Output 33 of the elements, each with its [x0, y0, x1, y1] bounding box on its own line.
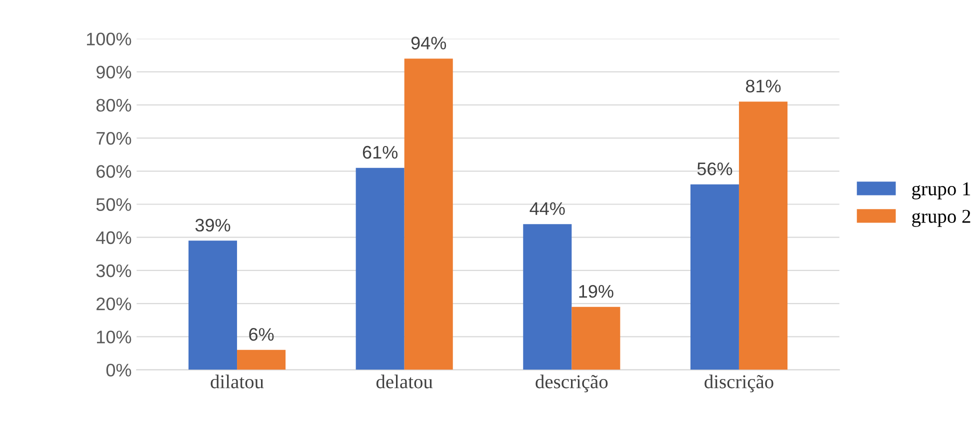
y-tick-label: 60%: [96, 165, 132, 178]
y-tick-label: 70%: [96, 132, 132, 145]
bar: [738, 102, 788, 370]
y-tick-label: 100%: [86, 32, 132, 46]
y-tick-label: 30%: [96, 264, 132, 278]
y-tick-label: 90%: [96, 66, 132, 79]
bar: [523, 224, 572, 370]
bar: [237, 350, 286, 370]
y-tick-label: 80%: [96, 98, 132, 112]
x-tick-label: delatou: [376, 374, 433, 388]
bar: [572, 306, 620, 370]
legend-label: grupo 1: [912, 182, 970, 200]
data-label: 6%: [249, 328, 274, 341]
x-tick-label: descrição: [536, 374, 608, 392]
y-tick-label: 40%: [96, 231, 132, 244]
bar: [690, 184, 739, 370]
y-tick-label: 50%: [96, 198, 132, 211]
y-tick-label: 20%: [96, 298, 132, 310]
data-label: 94%: [411, 36, 446, 50]
data-label: 39%: [195, 218, 230, 232]
x-tick-label: dilatou: [210, 374, 264, 388]
legend-label: grupo 2: [912, 210, 970, 227]
data-label: 61%: [362, 146, 398, 159]
bar: [188, 240, 238, 370]
data-label: 44%: [530, 202, 565, 215]
x-tick-label: discrição: [704, 374, 774, 392]
bar: [404, 58, 453, 370]
y-tick-label: 0%: [106, 364, 132, 377]
data-label: 19%: [579, 284, 614, 298]
data-label: 81%: [746, 80, 781, 92]
data-label: 56%: [697, 162, 732, 176]
y-tick-label: 10%: [97, 330, 132, 344]
bar: [356, 168, 404, 370]
